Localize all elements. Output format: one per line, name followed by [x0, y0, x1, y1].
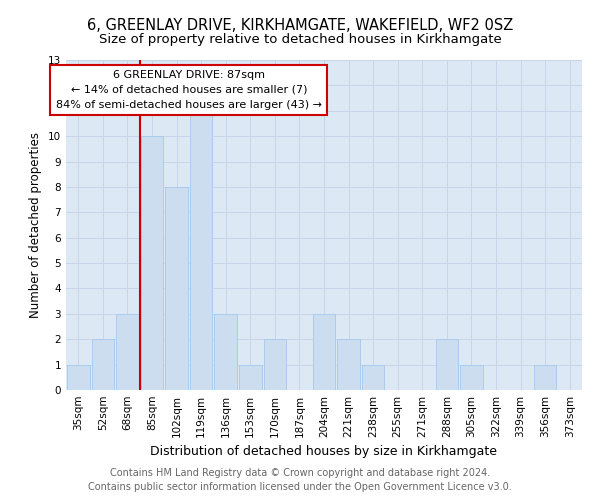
Bar	[313, 314, 335, 390]
Bar	[263, 339, 286, 390]
Bar	[67, 364, 89, 390]
Bar	[140, 136, 163, 390]
Bar	[190, 111, 212, 390]
Bar	[214, 314, 237, 390]
Text: Contains HM Land Registry data © Crown copyright and database right 2024.
Contai: Contains HM Land Registry data © Crown c…	[88, 468, 512, 492]
Bar	[362, 364, 385, 390]
Bar	[337, 339, 360, 390]
Text: Size of property relative to detached houses in Kirkhamgate: Size of property relative to detached ho…	[98, 32, 502, 46]
Bar	[92, 339, 114, 390]
X-axis label: Distribution of detached houses by size in Kirkhamgate: Distribution of detached houses by size …	[151, 446, 497, 458]
Bar	[165, 187, 188, 390]
Bar	[460, 364, 483, 390]
Bar	[239, 364, 262, 390]
Text: 6, GREENLAY DRIVE, KIRKHAMGATE, WAKEFIELD, WF2 0SZ: 6, GREENLAY DRIVE, KIRKHAMGATE, WAKEFIEL…	[87, 18, 513, 32]
Y-axis label: Number of detached properties: Number of detached properties	[29, 132, 43, 318]
Bar	[116, 314, 139, 390]
Bar	[436, 339, 458, 390]
Text: 6 GREENLAY DRIVE: 87sqm
← 14% of detached houses are smaller (7)
84% of semi-det: 6 GREENLAY DRIVE: 87sqm ← 14% of detache…	[56, 70, 322, 110]
Bar	[534, 364, 556, 390]
